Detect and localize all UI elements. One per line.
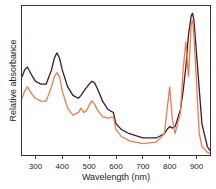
svg-text:400: 400 — [56, 162, 70, 171]
svg-text:Relative absorbance: Relative absorbance — [8, 39, 18, 121]
svg-text:800: 800 — [163, 162, 177, 171]
svg-text:300: 300 — [29, 162, 43, 171]
svg-text:600: 600 — [109, 162, 123, 171]
svg-text:900: 900 — [190, 162, 204, 171]
svg-text:700: 700 — [136, 162, 150, 171]
svg-text:Wavelength (nm): Wavelength (nm) — [82, 172, 150, 182]
svg-text:500: 500 — [82, 162, 96, 171]
